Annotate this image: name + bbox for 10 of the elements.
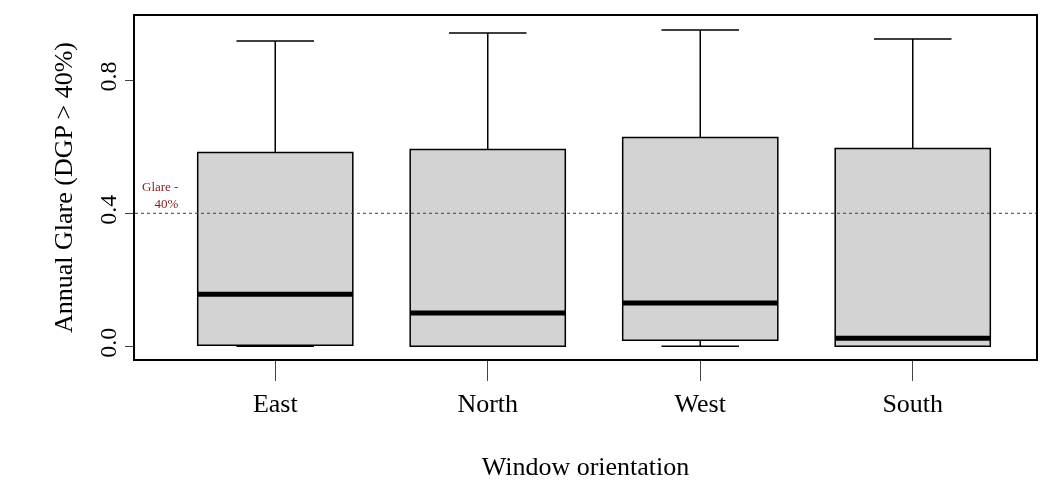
x-axis-title: Window orientation	[481, 452, 690, 482]
x-tick-label: South	[882, 388, 944, 418]
y-axis-title: Annual Glare (DGP > 40%)	[48, 42, 78, 333]
x-tick-label: North	[457, 388, 519, 418]
x-tick-label: East	[252, 388, 299, 418]
y-tick-label: 0.4	[94, 194, 121, 225]
x-tick-label: West	[674, 388, 727, 418]
y-tick-label: 0.0	[94, 327, 121, 358]
ref-line-label: Glare - 40%	[142, 179, 179, 211]
y-tick-label: 0.8	[94, 61, 121, 92]
